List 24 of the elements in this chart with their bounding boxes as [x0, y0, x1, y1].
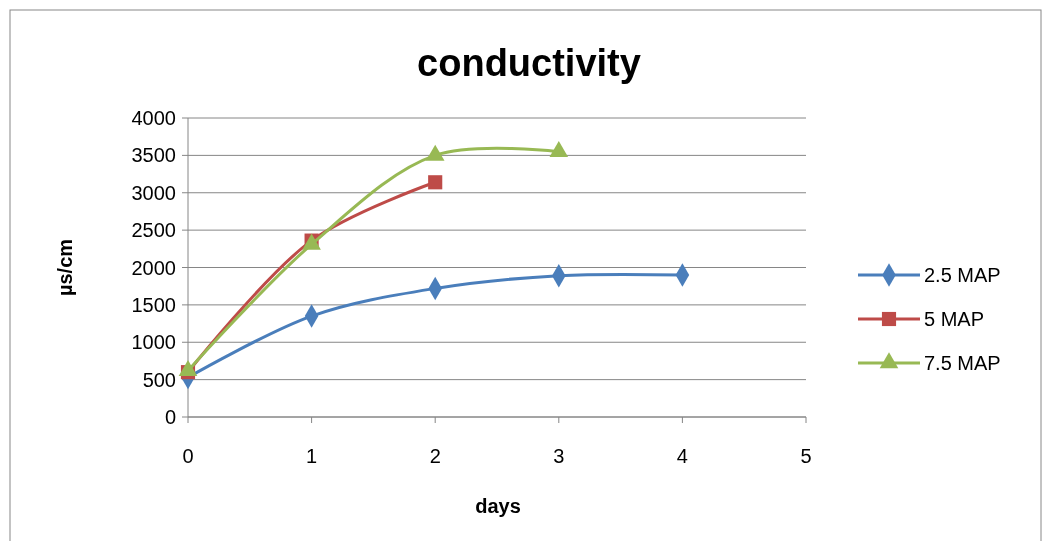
x-tick-label: 0 — [182, 445, 194, 467]
chart-title: conductivity — [417, 42, 641, 84]
y-tick-label: 1500 — [131, 293, 176, 316]
x-tick-label: 3 — [553, 445, 565, 467]
legend-label: 5 MAP — [924, 308, 985, 330]
x-axis-title: days — [475, 495, 521, 517]
x-tick-label: 2 — [429, 445, 441, 467]
y-tick-label: 4000 — [131, 107, 176, 129]
point — [428, 175, 443, 190]
point — [425, 144, 445, 161]
legend-label: 2.5 MAP — [924, 264, 1001, 286]
x-tick-label: 5 — [800, 445, 812, 467]
y-tick-label: 2000 — [131, 256, 176, 279]
y-tick-label: 3500 — [131, 144, 176, 167]
legend-label: 7.5 MAP — [924, 352, 1001, 374]
y-axis-title: µs/cm — [54, 238, 76, 297]
y-tick-label: 0 — [164, 406, 176, 428]
point — [549, 140, 569, 158]
y-tick-label: 1000 — [131, 331, 176, 354]
x-tick-label: 4 — [676, 445, 688, 467]
x-tick-label: 1 — [306, 445, 318, 467]
y-tick-label: 2500 — [131, 219, 176, 242]
y-tick-label: 500 — [142, 368, 176, 391]
y-tick-label: 3000 — [131, 181, 176, 204]
